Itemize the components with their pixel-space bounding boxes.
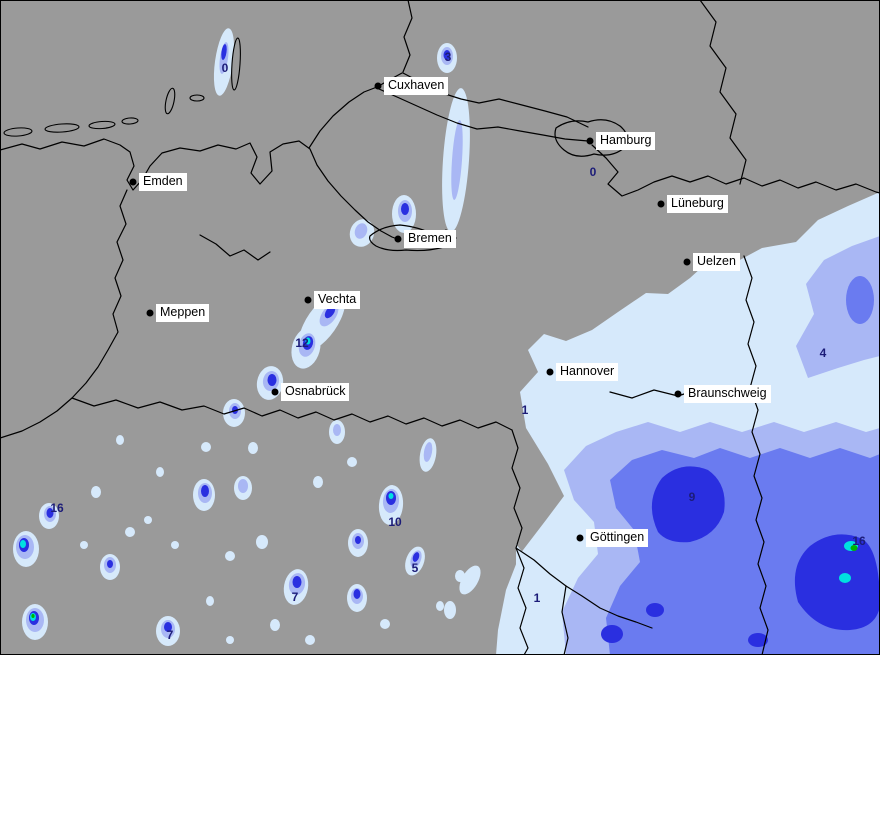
precip-value-label: 16 (50, 501, 64, 515)
precip-value-label: 0 (589, 165, 597, 179)
city-dot-icon (586, 137, 594, 145)
precip-value-label: 7 (291, 590, 299, 604)
city-dot-icon (576, 534, 584, 542)
precip-value-label: 1 (533, 591, 541, 605)
city-label: Vechta (314, 291, 361, 309)
city-label: Göttingen (586, 529, 649, 547)
city-dot-icon (394, 235, 402, 243)
city-dot-icon (657, 200, 665, 208)
map-svg (0, 0, 880, 655)
city-label: Hannover (556, 363, 619, 381)
city-dot-icon (674, 390, 682, 398)
precip-value-label: 4 (819, 346, 827, 360)
borders-layer (0, 0, 880, 655)
precip-value-label: 0 (221, 61, 229, 75)
city-dot-icon (146, 309, 154, 317)
islands-layer (3, 37, 241, 137)
city-label: Bremen (404, 230, 456, 248)
city-label: Hamburg (596, 132, 656, 150)
city-dot-icon (129, 178, 137, 186)
precip-value-label: 9 (688, 490, 696, 504)
city-dot-icon (546, 368, 554, 376)
precip-value-label: 12 (295, 336, 309, 350)
city-label: Meppen (156, 304, 210, 322)
city-dot-icon (304, 296, 312, 304)
city-label: Braunschweig (684, 385, 771, 403)
city-label: Emden (139, 173, 187, 191)
precipitation-map: Cuxhaven Hamburg Emden Lüneburg Bremen Uelzen… (0, 0, 880, 655)
precip-value-label: 5 (411, 561, 419, 575)
city-dot-icon (683, 258, 691, 266)
city-dot-icon (271, 388, 279, 396)
precip-value-label: 10 (388, 515, 402, 529)
city-dot-icon (374, 82, 382, 90)
precip-value-label: 3 (444, 50, 452, 64)
info-panel: Niederschlag, 1std (in mm) Modell: ICON-… (0, 655, 880, 830)
city-label: Cuxhaven (384, 77, 449, 95)
city-label: Lüneburg (667, 195, 728, 213)
precip-value-label: 16 (852, 534, 866, 548)
value-layer: 0 3 0 12 4 1 16 9 10 16 5 7 1 7 (50, 50, 866, 642)
city-label: Osnabrück (281, 383, 350, 401)
precip-value-label: 1 (521, 403, 529, 417)
precip-value-label: 7 (166, 628, 174, 642)
city-layer: Cuxhaven Hamburg Emden Lüneburg Bremen Uelzen… (129, 77, 771, 547)
city-label: Uelzen (693, 253, 740, 271)
